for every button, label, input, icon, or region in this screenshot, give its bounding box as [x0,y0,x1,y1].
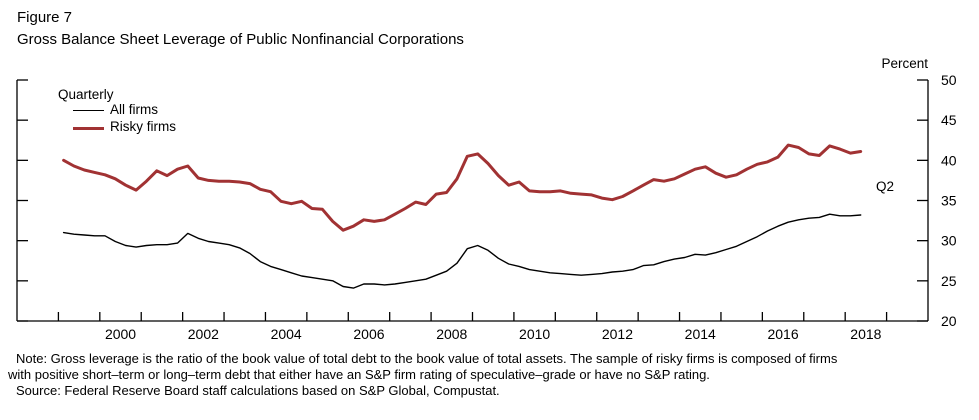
y-tick-label: 20 [941,313,957,329]
x-tick-label: 2000 [105,326,136,342]
risky-firms-line [62,143,863,232]
x-tick-label: 2002 [188,326,219,342]
chart-legend: Quarterly All firms Risky firms [58,87,176,136]
y-tick-label: 30 [941,233,957,249]
last-observation-label: Q2 [876,179,894,194]
note-line-1: Note: Gross leverage is the ratio of the… [16,351,838,366]
x-tick-label: 2018 [850,326,881,342]
y-tick-label: 25 [941,273,957,289]
legend-frequency-label: Quarterly [58,87,114,102]
x-tick-label: 2010 [519,326,550,342]
legend-label-risky-firms: Risky firms [110,119,176,134]
y-tick-label: 40 [941,152,957,168]
risky-firms-line-swatch [73,127,104,130]
figure-title: Gross Balance Sheet Leverage of Public N… [17,31,464,48]
legend-row-all-firms: All firms [58,102,158,119]
all-firms-line-swatch [73,110,104,111]
figure-number: Figure 7 [17,9,73,26]
x-tick-label: 2016 [767,326,798,342]
legend-row-risky-firms: Risky firms [58,119,176,136]
figure-notes: Note: Gross leverage is the ratio of the… [8,351,974,399]
x-tick-label: 2012 [602,326,633,342]
x-tick-label: 2006 [353,326,384,342]
y-tick-label: 45 [941,112,957,128]
legend-label-all-firms: All firms [110,102,158,117]
x-tick-label: 2008 [436,326,467,342]
y-tick-label: 50 [941,72,957,88]
x-tick-label: 2004 [271,326,302,342]
all-firms-line [62,213,862,289]
x-tick-label: 2014 [685,326,716,342]
y-axis-unit-label: Percent [881,56,928,71]
y-tick-label: 35 [941,193,957,209]
note-line-2: with positive short–term or long–term de… [8,367,710,382]
source-line: Source: Federal Reserve Board staff calc… [16,383,500,398]
figure-header: Figure 7 Gross Balance Sheet Leverage of… [17,7,464,51]
chart-plot: 20 25 30 35 40 45 50 Percent 2000 2002 2004 2006 200… [16,56,957,342]
